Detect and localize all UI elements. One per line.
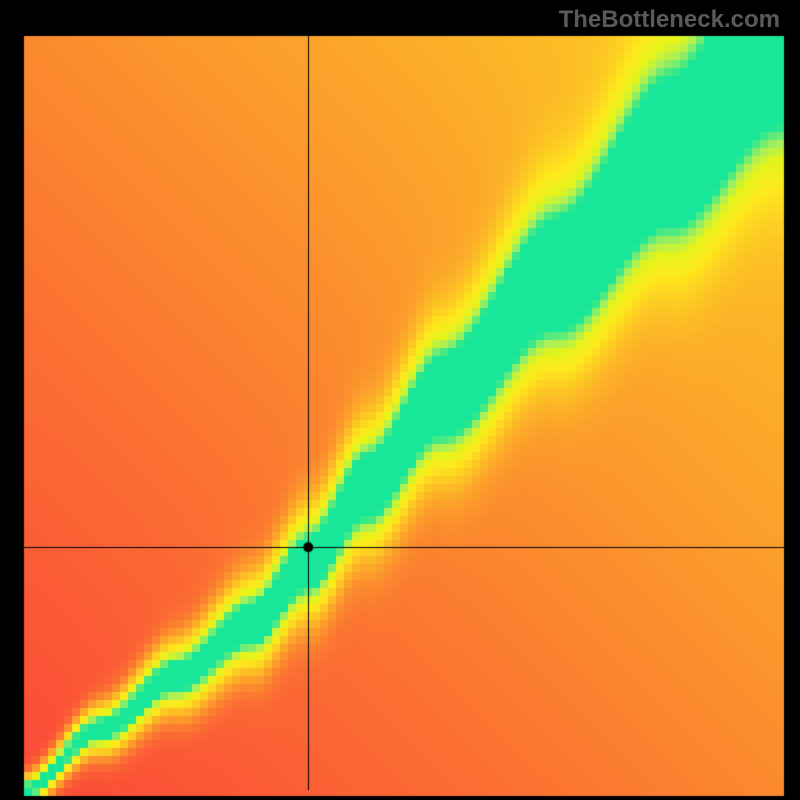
watermark-text: TheBottleneck.com	[559, 6, 780, 34]
crosshair-overlay	[0, 0, 800, 800]
chart-container: TheBottleneck.com	[0, 0, 800, 800]
